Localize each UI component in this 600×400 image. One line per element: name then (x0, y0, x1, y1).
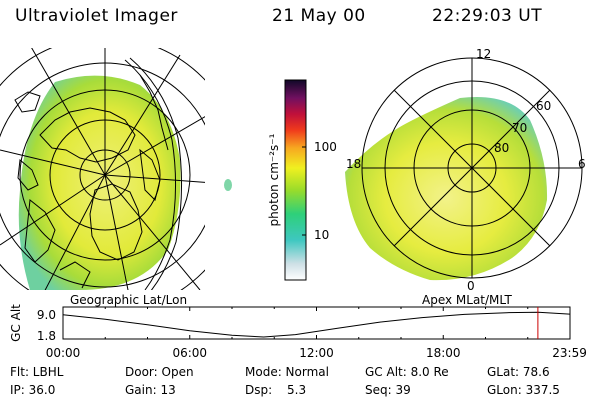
mlt-label-18: 18 (346, 157, 361, 171)
lat-label-70: 70 (512, 121, 527, 135)
info-dsp-value: 5.3 (287, 383, 307, 397)
altitude-ticks (62, 307, 571, 339)
info-glon: GLon: 337.5 (487, 383, 560, 397)
info-gcalt: GC Alt: 8.0 Re (365, 365, 449, 379)
mlt-label-12: 12 (476, 47, 491, 61)
x-tick-label: 23:59 (552, 346, 587, 360)
x-tick-label: 00:00 (46, 346, 81, 360)
geographic-image (0, 48, 205, 290)
info-glat: GLat: 78.6 (487, 365, 550, 379)
y-tick-label-top: 9.0 (37, 308, 56, 322)
info-mode: Mode: Normal (245, 365, 329, 379)
colorbar-label: photon cm⁻²s⁻¹ (267, 133, 281, 226)
info-flt: Flt: LBHL (10, 365, 64, 379)
x-tick-label: 18:00 (426, 346, 461, 360)
aurora-oval-geographic (18, 75, 181, 290)
aurora-oval-apex (345, 96, 548, 281)
mlt-label-0: 0 (467, 279, 475, 293)
time-label: 22:29:03 UT (432, 6, 543, 26)
lat-label-60: 60 (536, 99, 551, 113)
y-tick-label-bottom: 1.8 (37, 329, 56, 343)
coastlines (14, 57, 183, 290)
lat-label-80: 80 (494, 141, 509, 155)
info-seq: Seq: 39 (365, 383, 411, 397)
altitude-line (62, 311, 570, 338)
colorbar-tick-label-100: 100 (314, 140, 337, 154)
apex-polar-plot: 12 18 6 0 60 70 80 (345, 47, 586, 293)
apex-label: Apex MLat/MLT (422, 293, 512, 307)
x-tick-label: 12:00 (299, 346, 334, 360)
aurora-spot (224, 179, 232, 191)
altitude-plot-frame (62, 306, 571, 340)
info-ip: IP: 36.0 (10, 383, 56, 397)
info-dsp-label: Dsp: (245, 383, 273, 397)
altitude-axis-label: GC Alt (9, 304, 23, 342)
colorbar-tick-label-10: 10 (314, 228, 329, 242)
info-gain: Gain: 13 (125, 383, 176, 397)
info-door: Door: Open (125, 365, 194, 379)
mlt-label-6: 6 (578, 157, 586, 171)
colorbar (284, 79, 307, 281)
date-label: 21 May 00 (272, 6, 366, 26)
x-tick-label: 06:00 (172, 346, 207, 360)
geographic-label: Geographic Lat/Lon (70, 293, 188, 307)
meridian-grid (0, 48, 205, 290)
app-title: Ultraviolet Imager (15, 6, 178, 26)
